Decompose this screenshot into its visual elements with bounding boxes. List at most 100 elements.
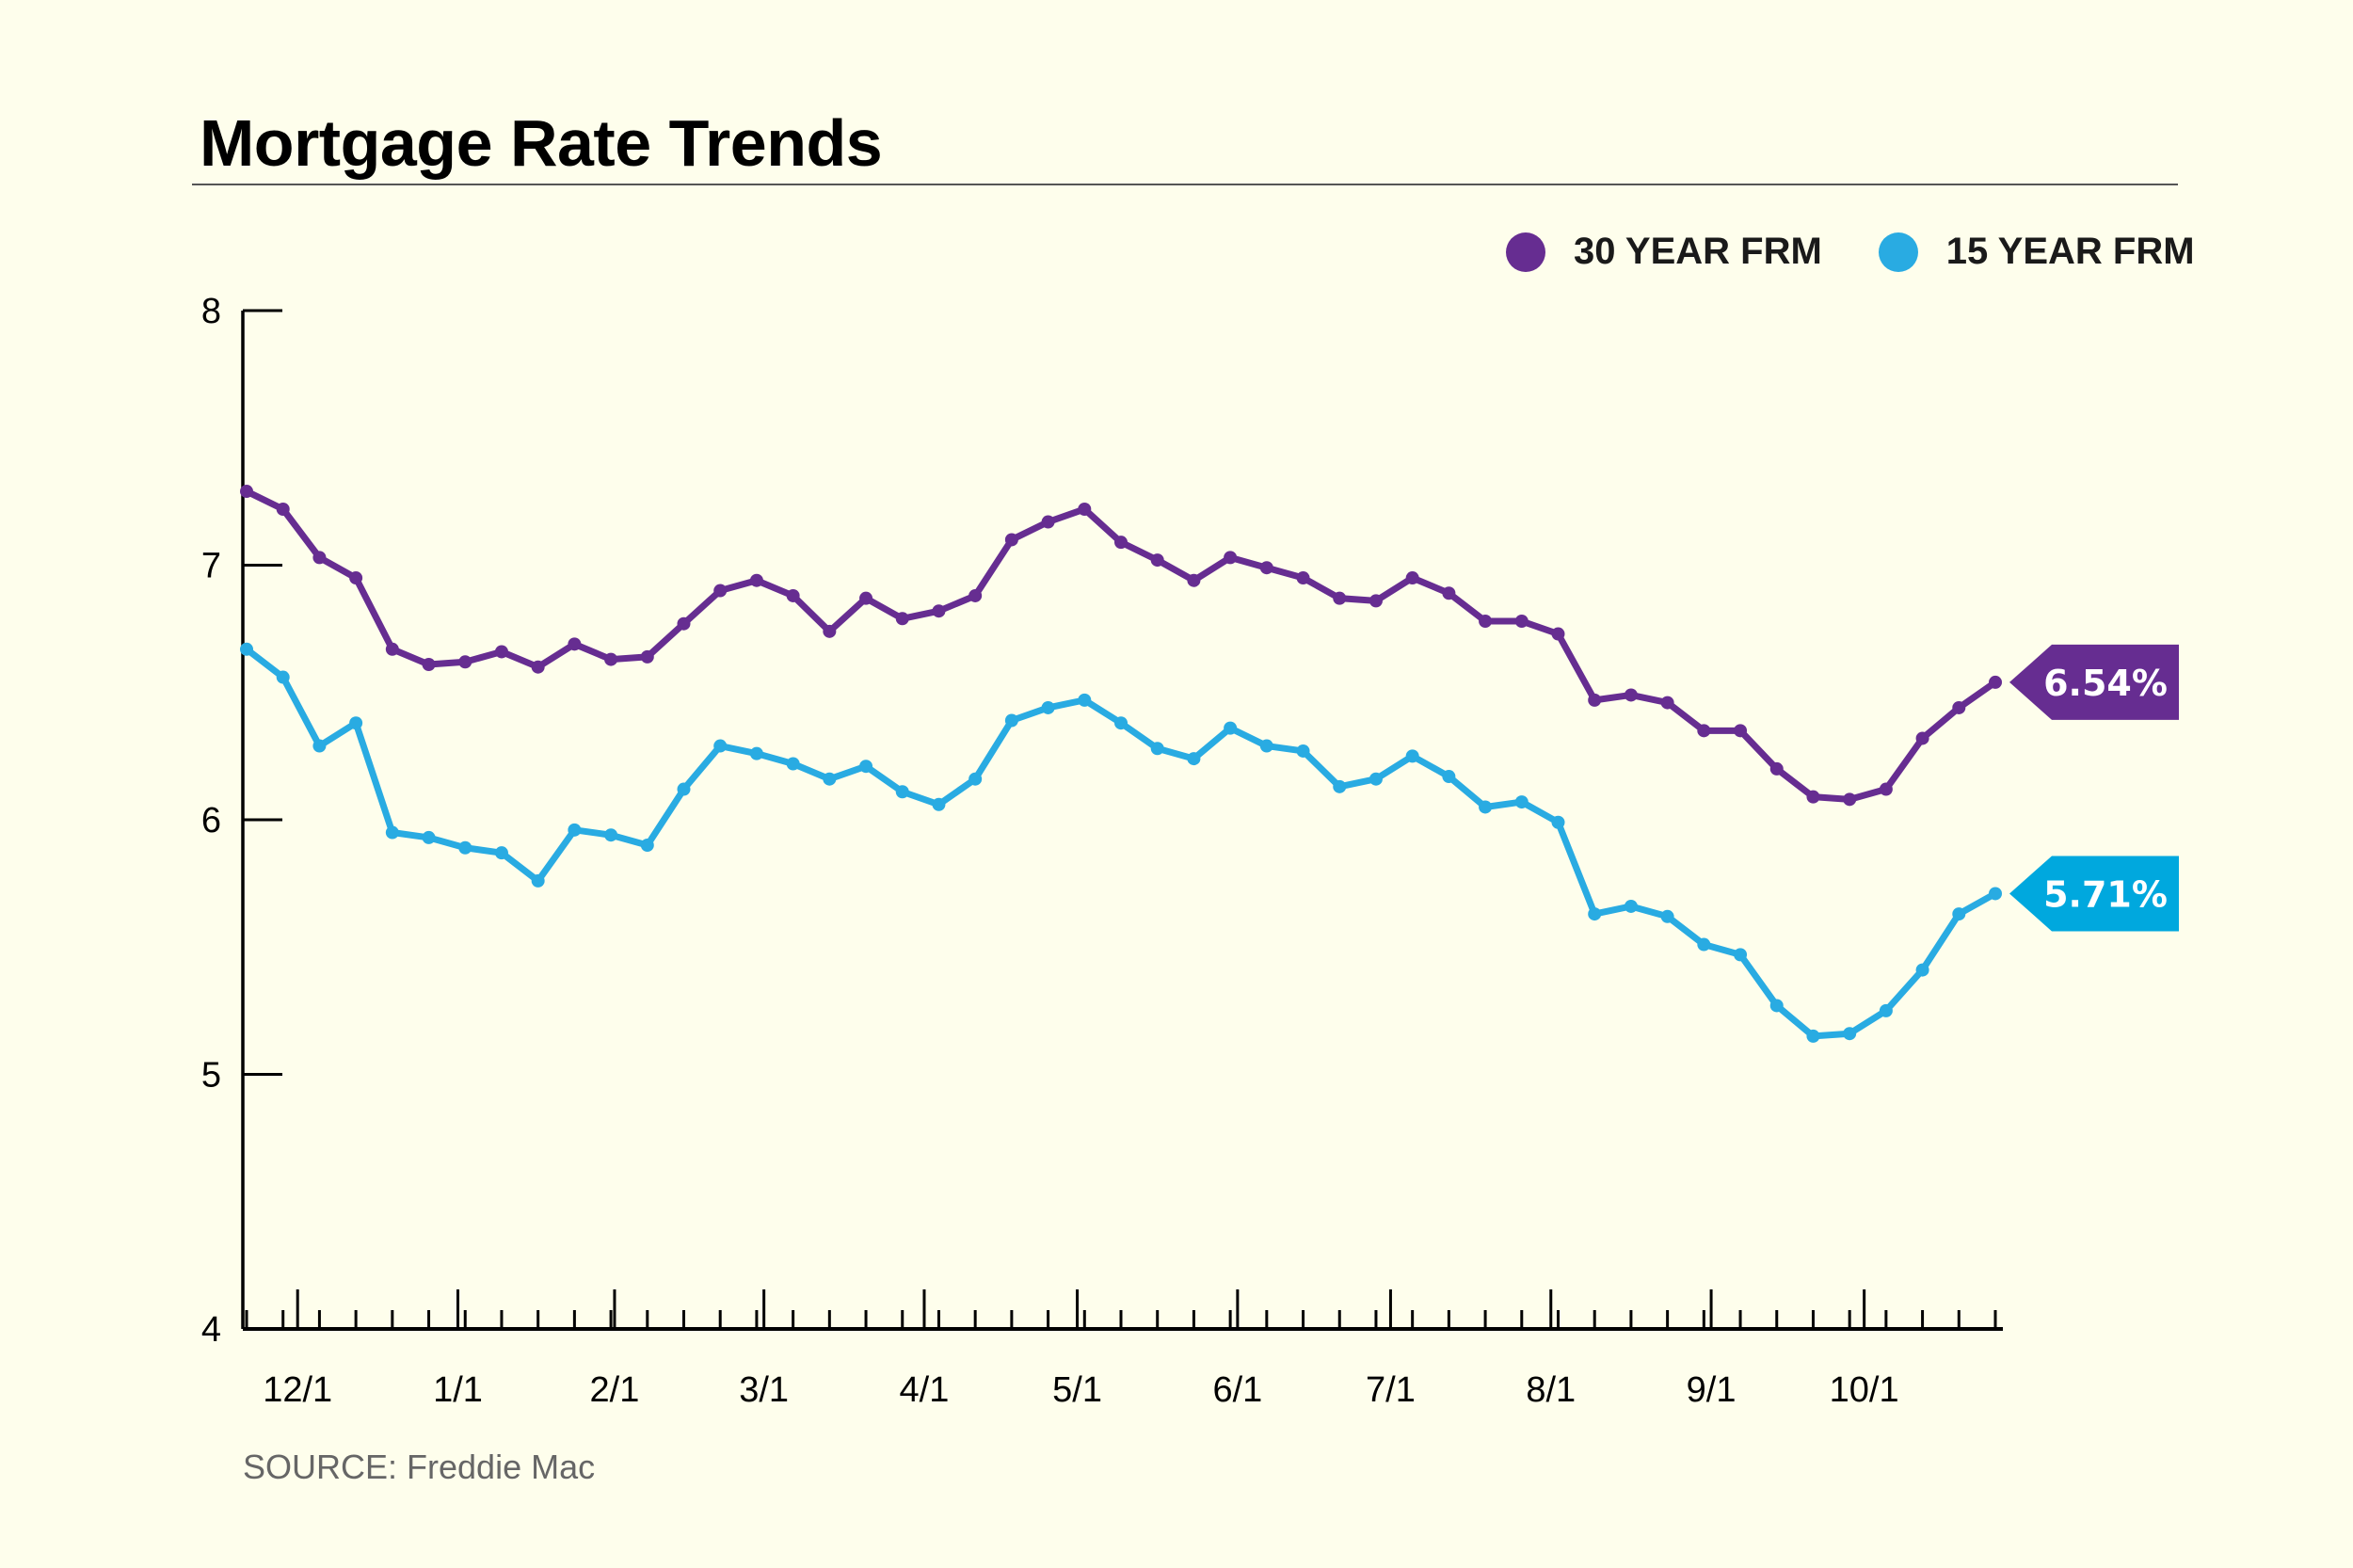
data-point: [713, 739, 728, 753]
data-point: [385, 642, 399, 656]
data-point: [1004, 713, 1018, 728]
chart-title: Mortgage Rate Trends: [200, 106, 883, 180]
data-point: [677, 782, 691, 796]
data-point: [1989, 675, 2002, 689]
legend-dot-icon: [1878, 232, 1918, 272]
data-point: [1187, 752, 1201, 766]
data-point: [458, 655, 472, 669]
legend-item-30-year: 30 YEAR FRM: [1506, 231, 1822, 273]
axes: 4 5 6 7 8 12/1 1/1 2/1 3/1 4/1 5/1 6/1 7/1 8/1 9/1 10/1: [201, 292, 2003, 1410]
data-point: [1114, 536, 1128, 550]
data-point: [1333, 591, 1347, 605]
data-point: [568, 823, 582, 837]
data-point: [240, 485, 253, 499]
data-point: [1843, 792, 1857, 807]
data-point: [1041, 700, 1055, 714]
x-tick-label: 3/1: [739, 1370, 789, 1410]
data-point: [1952, 700, 1966, 714]
data-point: [1769, 761, 1784, 776]
series-30-year: [240, 485, 2002, 807]
data-point: [494, 846, 508, 860]
x-tick-label: 7/1: [1366, 1370, 1416, 1410]
data-point: [1114, 716, 1128, 730]
x-tick-label: 2/1: [590, 1370, 640, 1410]
legend-label: 15 YEAR FRM: [1945, 231, 2195, 272]
data-point: [531, 873, 545, 888]
data-point: [932, 604, 946, 618]
data-point: [786, 757, 800, 771]
y-tick-label: 7: [201, 547, 221, 586]
data-point: [1479, 800, 1493, 814]
data-point: [859, 760, 873, 774]
data-point: [968, 588, 983, 602]
data-point: [276, 670, 290, 684]
data-point: [349, 571, 363, 585]
data-point: [1296, 571, 1310, 585]
data-point: [1588, 907, 1602, 921]
x-tick-label: 8/1: [1526, 1370, 1576, 1410]
data-point: [895, 785, 909, 799]
data-point: [276, 502, 290, 516]
data-point: [1224, 551, 1238, 565]
data-point: [1041, 515, 1055, 529]
data-point: [312, 551, 327, 565]
data-point: [1078, 693, 1092, 707]
series-line: [244, 646, 1997, 1040]
data-point: [1769, 999, 1784, 1013]
x-tick-label: 9/1: [1687, 1370, 1737, 1410]
data-point: [312, 739, 327, 753]
data-point: [604, 652, 618, 666]
data-point: [1989, 887, 2002, 901]
data-point: [1514, 615, 1529, 629]
series-15-year: [240, 642, 2002, 1043]
data-point: [1259, 739, 1273, 753]
data-point: [859, 591, 873, 605]
x-tick-label: 5/1: [1052, 1370, 1102, 1410]
tag-value: 5.71%: [2043, 873, 2168, 915]
data-point: [823, 624, 837, 638]
data-point: [1660, 909, 1674, 923]
data-point: [1333, 779, 1347, 793]
data-point: [1806, 790, 1820, 804]
data-point: [494, 645, 508, 659]
data-point: [604, 828, 618, 842]
data-point: [677, 616, 691, 631]
data-point: [1624, 688, 1638, 702]
x-tick-label: 4/1: [900, 1370, 950, 1410]
data-point: [240, 642, 253, 656]
y-tick-label: 8: [201, 292, 221, 331]
data-point: [1296, 744, 1310, 758]
y-tick-label: 6: [201, 801, 221, 840]
y-tick-label: 4: [201, 1310, 221, 1350]
data-point: [1879, 782, 1893, 796]
data-point: [1004, 533, 1018, 547]
data-point: [1624, 899, 1638, 913]
data-point: [1551, 627, 1565, 641]
data-point: [1915, 963, 1929, 977]
data-point: [749, 573, 763, 587]
data-point: [568, 637, 582, 651]
y-tick-label: 5: [201, 1056, 221, 1096]
data-point: [1843, 1027, 1857, 1041]
x-tick-label: 12/1: [263, 1370, 332, 1410]
data-point: [786, 588, 800, 602]
legend: 30 YEAR FRM 15 YEAR FRM: [1506, 231, 2251, 273]
data-point: [1369, 594, 1383, 608]
data-point: [1697, 724, 1711, 738]
data-point: [713, 584, 728, 598]
data-point: [1806, 1029, 1820, 1043]
data-point: [1369, 772, 1383, 786]
title-divider: [192, 184, 2178, 185]
tag-background: [2009, 644, 2179, 720]
data-point: [531, 660, 545, 674]
data-point: [932, 797, 946, 811]
data-point: [749, 746, 763, 760]
data-point: [1405, 749, 1419, 763]
end-tag-30-year: 6.54%: [2009, 644, 2179, 720]
data-point: [1734, 724, 1748, 738]
data-point: [1150, 742, 1164, 756]
data-point: [385, 825, 399, 840]
x-tick-label: 6/1: [1212, 1370, 1262, 1410]
data-point: [1224, 721, 1238, 735]
